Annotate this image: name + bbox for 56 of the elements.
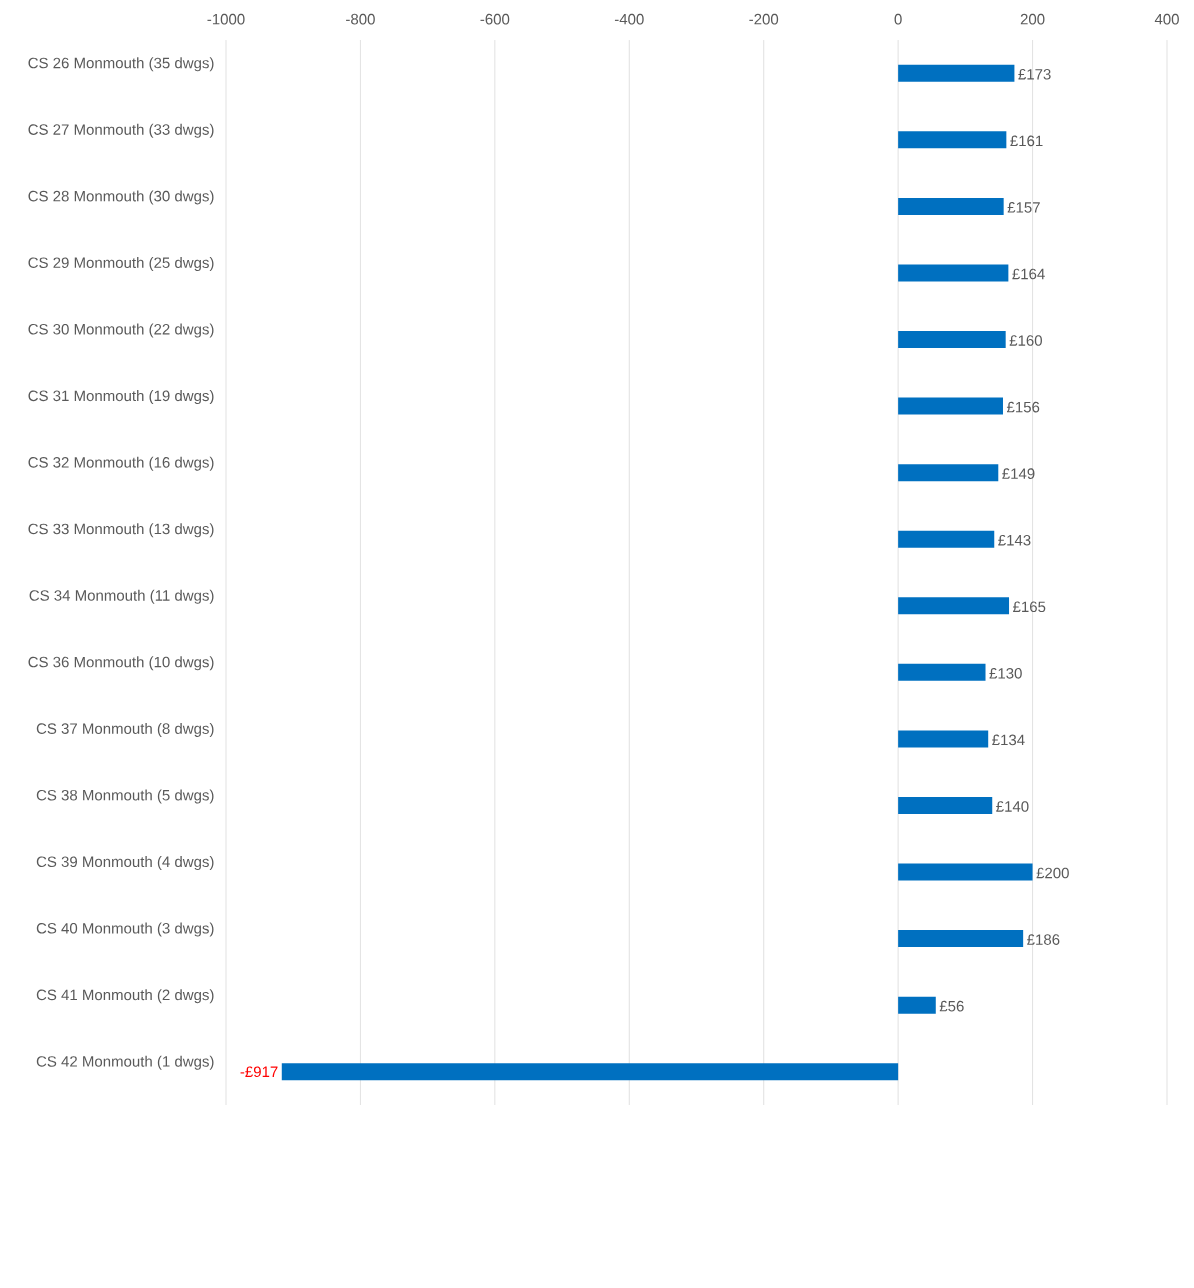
y-tick-label: CS 39 Monmouth (4 dwgs) <box>36 856 214 871</box>
bar <box>281 1063 899 1081</box>
y-tick-label: CS 38 Monmouth (5 dwgs) <box>36 789 214 804</box>
data-label: £143 <box>998 534 1031 546</box>
bar <box>898 264 1009 282</box>
y-tick-label: CS 32 Monmouth (16 dwgs) <box>28 456 214 471</box>
x-tick-label: 200 <box>1020 13 1045 25</box>
data-label: £186 <box>1027 934 1060 945</box>
bar <box>898 663 986 681</box>
y-tick-label: CS 29 Monmouth (25 dwgs) <box>28 256 214 271</box>
data-label: £173 <box>1018 68 1051 80</box>
y-tick-label: CS 34 Monmouth (11 dwgs) <box>29 589 214 604</box>
bar <box>898 397 1003 415</box>
bar <box>898 64 1015 82</box>
data-label: £164 <box>1012 268 1045 280</box>
bar <box>898 730 989 748</box>
y-tick-label: CS 42 Monmouth (1 dwgs) <box>36 1055 214 1070</box>
y-tick-label: CS 36 Monmouth (10 dwgs) <box>28 656 214 671</box>
bar <box>898 930 1024 948</box>
x-tick-label: -1000 <box>207 13 245 25</box>
data-label: £149 <box>1002 468 1035 479</box>
data-label: £156 <box>1006 401 1040 413</box>
bar <box>898 464 999 482</box>
x-tick-label: 0 <box>894 13 902 25</box>
y-tick-label: CS 27 Monmouth (33 dwgs) <box>28 123 214 138</box>
bar <box>898 131 1007 149</box>
data-label: £140 <box>996 801 1029 812</box>
x-tick-label: -600 <box>480 13 510 25</box>
y-tick-label: CS 41 Monmouth (2 dwgs) <box>36 989 214 1004</box>
data-label: -£917 <box>240 1066 278 1078</box>
bar <box>898 996 936 1014</box>
data-label: £165 <box>1013 601 1046 613</box>
data-label: £130 <box>989 668 1022 679</box>
bar <box>898 597 1010 615</box>
y-tick-label: CS 26 Monmouth (35 dwgs) <box>28 57 214 72</box>
bar <box>898 863 1033 881</box>
data-label: £160 <box>1009 335 1042 346</box>
y-tick-label: CS 30 Monmouth (22 dwgs) <box>28 323 214 338</box>
x-tick-label: -400 <box>614 13 644 25</box>
data-label: £161 <box>1010 135 1043 147</box>
bar <box>898 331 1006 349</box>
y-tick-label: CS 37 Monmouth (8 dwgs) <box>36 722 214 737</box>
y-tick-label: CS 28 Monmouth (30 dwgs) <box>28 190 214 205</box>
y-tick-label: CS 31 Monmouth (19 dwgs) <box>28 390 214 405</box>
y-tick-label: CS 40 Monmouth (3 dwgs) <box>36 922 214 937</box>
bar <box>898 796 993 814</box>
data-label: £157 <box>1007 202 1040 213</box>
bar <box>898 530 995 548</box>
data-label: £200 <box>1036 867 1069 879</box>
x-tick-label: 400 <box>1154 13 1179 25</box>
x-tick-label: -200 <box>749 13 779 25</box>
data-label: £134 <box>992 734 1025 746</box>
bar <box>898 197 1004 215</box>
data-label: £56 <box>939 1000 964 1012</box>
y-tick-label: CS 33 Monmouth (13 dwgs) <box>28 523 214 538</box>
x-tick-label: -800 <box>346 13 375 25</box>
